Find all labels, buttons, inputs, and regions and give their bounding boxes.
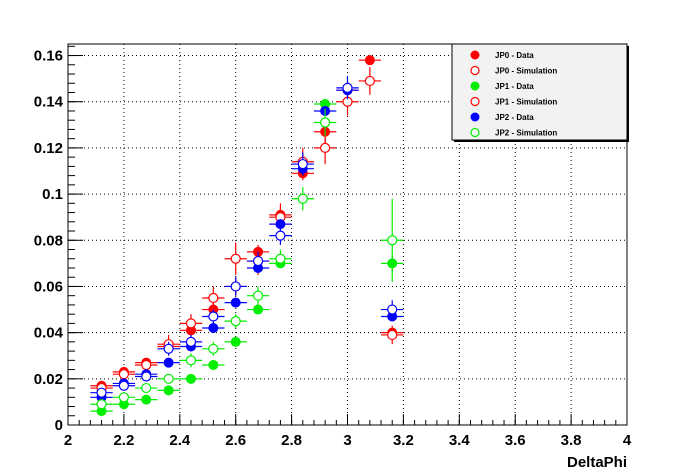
data-point	[208, 343, 219, 354]
legend-entry: JP0 - Data	[470, 50, 534, 60]
data-point	[230, 315, 241, 327]
data-point	[364, 75, 375, 87]
data-point	[230, 253, 241, 264]
x-axis-title: DeltaPhi	[567, 454, 627, 471]
series-jp2-simulation-blue-open-	[90, 76, 404, 398]
legend-label: JP2 - Data	[495, 113, 534, 122]
legend-marker	[470, 65, 480, 76]
legend-marker	[470, 96, 480, 107]
y-tick-label: 0.08	[34, 232, 63, 249]
data-point	[163, 343, 174, 354]
y-tick-label: 0.1	[42, 186, 63, 203]
data-point	[163, 385, 174, 396]
data-point	[320, 142, 331, 154]
data-point	[297, 158, 308, 170]
series-jp2-simulation	[90, 108, 404, 410]
legend-entry: JP2 - Data	[470, 112, 534, 122]
legend-entry: JP0 - Simulation	[470, 65, 557, 76]
data-point	[118, 369, 130, 380]
legend-label: JP0 - Data	[495, 51, 534, 60]
data-point	[230, 336, 241, 347]
data-point	[297, 193, 308, 204]
data-point	[163, 373, 174, 384]
data-point	[342, 82, 353, 93]
x-tick-label: 3	[343, 432, 351, 449]
data-point	[320, 117, 331, 128]
axis-ticks	[67, 45, 628, 426]
data-point	[208, 323, 219, 334]
data-point	[118, 392, 130, 403]
data-point	[185, 336, 197, 347]
data-point	[141, 394, 152, 405]
data-point	[185, 373, 196, 384]
legend-entry: JP2 - Simulation	[470, 127, 557, 138]
data-point	[141, 371, 152, 382]
data-point	[230, 297, 241, 308]
data-point	[387, 304, 398, 315]
data-point	[387, 235, 398, 246]
data-point	[387, 329, 398, 341]
legend-entry: JP1 - Simulation	[470, 96, 557, 107]
legend-box	[451, 43, 628, 141]
data-point	[163, 357, 174, 368]
data-point	[96, 387, 107, 398]
data-point	[208, 359, 219, 370]
data-point	[185, 318, 197, 329]
legend-marker	[470, 127, 480, 138]
legend-label: JP1 - Simulation	[495, 98, 557, 107]
tick-labels: 2 2.2 2.4 2.6 2.8 3 3.2 3.4 3.6 3.8 4 0 0.02 0.04 0.06…	[34, 48, 632, 449]
data-point	[141, 382, 152, 394]
x-tick-label: 4	[623, 432, 632, 449]
legend-marker	[470, 112, 480, 122]
legend: JP0 - Data JP0 - Simulation JP1 - Data JP1 …	[451, 43, 629, 142]
y-tick-label: 0.02	[34, 371, 63, 388]
legend-marker	[470, 50, 480, 60]
legend-label: JP0 - Simulation	[495, 67, 557, 76]
legend-marker	[470, 81, 480, 91]
data-point	[118, 380, 130, 391]
data-point	[252, 290, 264, 301]
legend-label: JP1 - Data	[495, 82, 534, 91]
y-tick-label: 0.14	[34, 94, 64, 111]
x-tick-label: 2	[64, 432, 72, 449]
data-point	[364, 55, 375, 66]
x-tick-label: 2.4	[169, 432, 191, 449]
x-tick-label: 3.6	[505, 432, 526, 449]
y-tick-label: 0.06	[34, 278, 63, 295]
legend-entry: JP1 - Data	[470, 81, 534, 91]
x-tick-label: 2.8	[281, 432, 302, 449]
data-point	[253, 304, 264, 315]
data-point	[275, 253, 286, 264]
data-point	[275, 230, 286, 241]
x-tick-label: 3.8	[561, 432, 582, 449]
data-point	[252, 255, 264, 267]
data-point	[208, 292, 219, 304]
y-tick-label: 0.12	[34, 140, 63, 157]
data-point	[230, 281, 241, 292]
legend-label: JP2 - Simulation	[495, 129, 557, 138]
y-tick-label: 0.16	[34, 48, 63, 65]
y-tick-label: 0	[55, 417, 63, 434]
data-point	[141, 359, 152, 371]
x-tick-label: 3.2	[393, 432, 414, 449]
x-tick-label: 3.4	[449, 432, 471, 449]
data-points	[90, 55, 404, 417]
x-tick-label: 2.2	[113, 432, 134, 449]
data-point	[185, 355, 197, 366]
x-tick-label: 2.6	[225, 432, 246, 449]
y-tick-label: 0.04	[34, 325, 64, 342]
data-point	[208, 311, 219, 322]
data-point	[96, 399, 107, 410]
